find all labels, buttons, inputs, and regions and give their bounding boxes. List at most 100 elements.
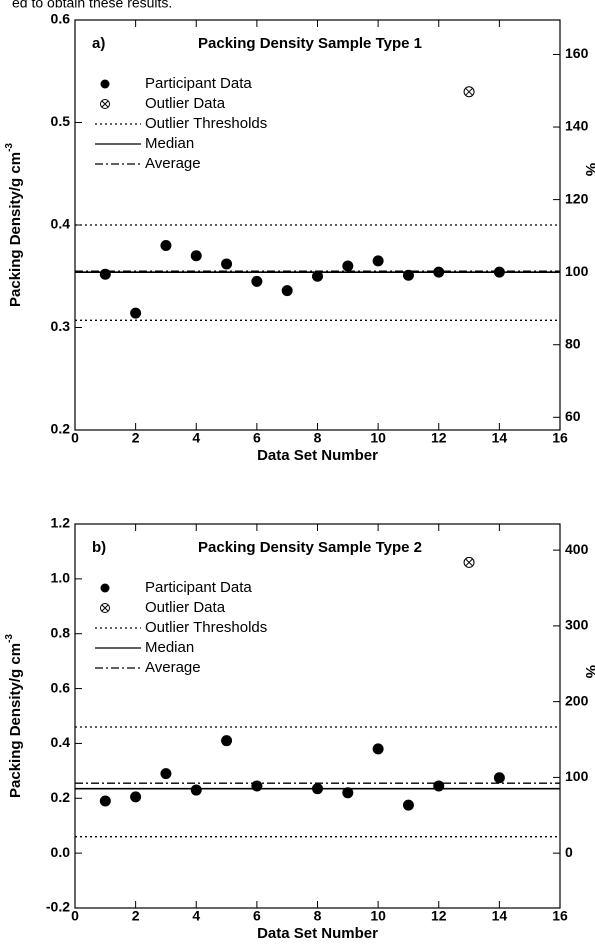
legend-label: Median (145, 135, 194, 152)
outlier-circle (463, 86, 475, 98)
y2-axis-label: % (582, 665, 595, 678)
data-point (99, 795, 111, 807)
legend-marker (100, 583, 110, 593)
legend-symbol (100, 583, 110, 593)
x-tick-label: 8 (314, 908, 322, 924)
x-axis-label: Data Set Number (257, 447, 378, 464)
x-tick-label: 12 (431, 430, 447, 446)
y-tick-label: 1.2 (51, 515, 71, 531)
legend-symbol (100, 79, 110, 89)
data-point (402, 799, 414, 811)
y-axis-label: Packing Density/g cm-3 (4, 143, 24, 307)
x-tick-label: 0 (71, 908, 79, 924)
y-tick-label: 0.6 (51, 679, 71, 695)
x-tick-label: 2 (132, 908, 140, 924)
y-tick-label: -0.2 (46, 899, 70, 915)
data-point (221, 735, 233, 747)
y2-tick-label: 100 (565, 768, 589, 784)
x-tick-label: 6 (253, 908, 261, 924)
legend-label: Outlier Data (145, 599, 226, 616)
data-point (433, 780, 445, 792)
panel-label: a) (92, 35, 105, 52)
data-point (372, 743, 384, 755)
outlier-point (463, 86, 475, 98)
y-tick-label: 0.8 (51, 624, 71, 640)
y2-tick-label: 120 (565, 190, 589, 206)
y-tick-label: 0.4 (51, 216, 71, 232)
x-tick-label: 4 (192, 908, 200, 924)
outlier-circle (463, 556, 475, 568)
y-tick-label: 0.6 (51, 11, 71, 27)
data-point (281, 285, 293, 297)
legend-marker-cross (101, 100, 109, 108)
x-tick-label: 16 (552, 908, 568, 924)
outlier-cross (465, 558, 473, 567)
data-point (312, 270, 323, 282)
legend-label: Median (145, 639, 194, 656)
legend-label: Average (145, 155, 201, 172)
data-point (160, 240, 172, 251)
chart-title: Packing Density Sample Type 2 (198, 539, 422, 556)
legend-label: Outlier Data (145, 95, 226, 112)
x-tick-label: 2 (132, 430, 140, 446)
x-tick-label: 16 (552, 430, 568, 446)
y2-tick-label: 60 (565, 408, 581, 424)
y2-tick-label: 100 (565, 263, 589, 279)
y-tick-label: 0.2 (51, 421, 71, 437)
legend-label: Participant Data (145, 579, 252, 596)
x-axis-label: Data Set Number (257, 925, 378, 942)
data-point (130, 307, 142, 319)
x-tick-label: 6 (253, 430, 261, 446)
data-point (130, 791, 142, 803)
data-point (372, 255, 384, 267)
data-point (251, 780, 263, 792)
legend-marker-cross (101, 604, 109, 612)
y2-tick-label: 140 (565, 118, 589, 134)
legend-marker (100, 79, 110, 89)
data-point (190, 250, 202, 262)
y2-axis-label: % (582, 163, 595, 176)
data-point (221, 258, 233, 270)
x-tick-label: 12 (431, 908, 447, 924)
legend-marker (100, 603, 110, 613)
legend-label: Average (145, 659, 201, 676)
data-point (342, 260, 354, 272)
data-point (342, 787, 354, 799)
x-tick-label: 4 (192, 430, 200, 446)
y2-tick-label: 400 (565, 541, 589, 557)
legend-marker (100, 99, 110, 109)
data-point (99, 268, 111, 280)
y-tick-label: 1.0 (51, 570, 71, 586)
y-tick-label: 0.5 (51, 113, 71, 129)
legend-label: Participant Data (145, 75, 252, 92)
data-point (493, 772, 505, 784)
y2-tick-label: 80 (565, 335, 581, 351)
y-axis-label-superscript: -3 (4, 634, 15, 643)
x-tick-label: 14 (492, 430, 508, 446)
legend-label: Outlier Thresholds (145, 619, 267, 636)
data-point (190, 784, 202, 796)
outlier-cross (465, 88, 473, 96)
panel-label: b) (92, 539, 106, 556)
y-tick-label: 0.2 (51, 789, 71, 805)
y-tick-label: 0.0 (51, 844, 71, 860)
y-axis-label-superscript: -3 (4, 143, 15, 152)
legend-symbol (100, 99, 110, 109)
legend-label: Outlier Thresholds (145, 115, 267, 132)
y-tick-label: 0.3 (51, 318, 71, 334)
data-point (160, 768, 172, 780)
x-tick-label: 10 (370, 430, 386, 446)
x-tick-label: 0 (71, 430, 79, 446)
x-tick-label: 14 (492, 908, 508, 924)
y2-tick-label: 160 (565, 45, 589, 61)
y-tick-label: 0.4 (51, 734, 71, 750)
legend-symbol (100, 603, 110, 613)
x-tick-label: 10 (370, 908, 386, 924)
y-axis-label: Packing Density/g cm-3 (4, 634, 24, 798)
y2-tick-label: 0 (565, 844, 573, 860)
y-axis-label-text: Packing Density/g cm (7, 643, 24, 798)
y2-tick-label: 200 (565, 692, 589, 708)
chart-title: Packing Density Sample Type 1 (198, 35, 422, 52)
outlier-point (463, 556, 475, 568)
